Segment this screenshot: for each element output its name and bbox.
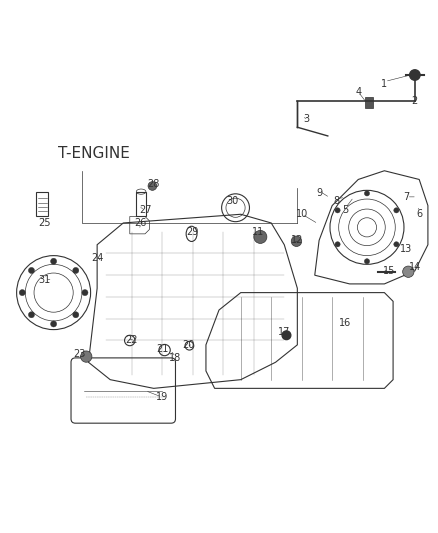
Text: T-ENGINE: T-ENGINE [58, 146, 130, 161]
Text: 11: 11 [252, 227, 264, 237]
Text: 22: 22 [126, 335, 138, 345]
Text: 23: 23 [74, 349, 86, 359]
Text: 8: 8 [333, 196, 339, 206]
Text: 21: 21 [156, 344, 169, 354]
Circle shape [335, 241, 340, 247]
Text: 13: 13 [400, 244, 412, 254]
Text: 10: 10 [296, 209, 308, 219]
Text: 29: 29 [187, 227, 199, 237]
Circle shape [410, 70, 420, 80]
Circle shape [403, 266, 414, 277]
Text: 30: 30 [226, 196, 238, 206]
Text: 19: 19 [156, 392, 169, 402]
Circle shape [335, 208, 340, 213]
Text: 9: 9 [316, 188, 322, 198]
Circle shape [282, 331, 291, 340]
Circle shape [291, 236, 302, 246]
Circle shape [28, 312, 35, 318]
Text: 2: 2 [412, 96, 418, 106]
Text: 31: 31 [39, 274, 51, 285]
Bar [36, 192, 48, 215]
Text: 25: 25 [39, 218, 51, 228]
Bar [136, 192, 146, 215]
Text: 17: 17 [278, 327, 290, 337]
Text: 14: 14 [409, 262, 421, 271]
Text: 26: 26 [134, 218, 147, 228]
Text: 5: 5 [342, 205, 348, 215]
Circle shape [19, 289, 25, 296]
Text: 12: 12 [291, 236, 304, 245]
Circle shape [73, 268, 79, 273]
Text: 15: 15 [382, 266, 395, 276]
Text: 4: 4 [355, 87, 361, 98]
Text: 3: 3 [303, 114, 309, 124]
Text: 27: 27 [139, 205, 151, 215]
Circle shape [82, 289, 88, 296]
Text: 24: 24 [91, 253, 103, 263]
Circle shape [364, 191, 370, 196]
Text: 16: 16 [339, 318, 351, 328]
Bar [365, 97, 373, 108]
Text: 7: 7 [403, 192, 409, 202]
Text: 20: 20 [182, 340, 195, 350]
Text: 1: 1 [381, 79, 388, 88]
Circle shape [364, 259, 370, 264]
Text: 6: 6 [416, 209, 422, 219]
Circle shape [254, 230, 267, 244]
Circle shape [50, 258, 57, 264]
Text: 18: 18 [170, 353, 182, 363]
Circle shape [394, 241, 399, 247]
Circle shape [28, 268, 35, 273]
Circle shape [50, 321, 57, 327]
Text: 28: 28 [148, 179, 160, 189]
Circle shape [73, 312, 79, 318]
Circle shape [394, 208, 399, 213]
Circle shape [148, 182, 157, 190]
Circle shape [81, 351, 92, 362]
